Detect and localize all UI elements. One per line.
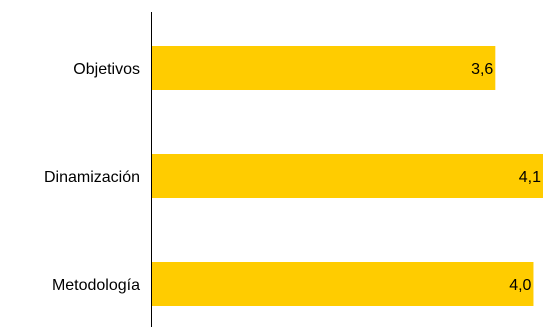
bar-objetivos [152,46,496,90]
category-label-objetivos: Objetivos [73,61,140,78]
category-label-dinamizacion: Dinamización [44,169,140,186]
data-label-dinamizacion: 4,1 [519,169,541,186]
category-label-metodologia: Metodología [52,277,140,294]
bars-layer [152,46,543,306]
labels-layer: Objetivos 3,6 Dinamización 4,1 Metodología 4,… [44,61,541,294]
data-label-objetivos: 3,6 [471,61,493,78]
data-label-metodologia: 4,0 [509,277,531,294]
bar-dinamizacion [152,154,543,198]
bar-metodologia [152,262,534,306]
